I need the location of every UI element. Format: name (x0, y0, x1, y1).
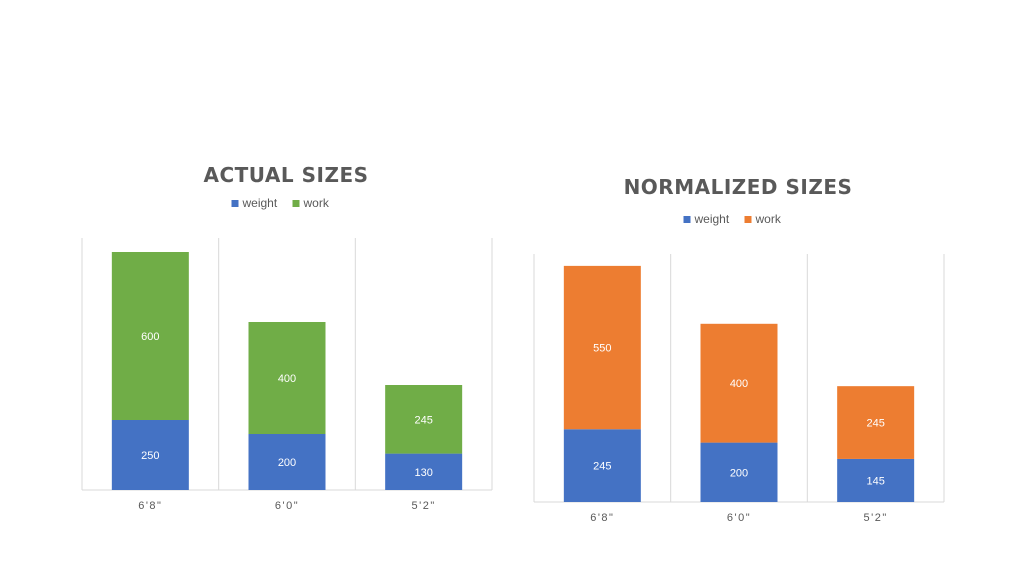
data-label: 200 (278, 457, 296, 469)
legend-swatch (683, 216, 691, 223)
chart-title: ACTUAL SIZES (203, 163, 368, 187)
data-label: 400 (278, 373, 296, 385)
x-tick-label: 6'8" (590, 512, 614, 524)
bar-weight-0 (563, 429, 641, 502)
legend-item-work: work (292, 196, 330, 210)
legend-swatch (231, 200, 239, 207)
bar-work-0 (563, 265, 641, 430)
x-tick-label: 5'2" (412, 500, 436, 512)
legend-swatch (292, 200, 300, 207)
data-label: 550 (593, 343, 611, 355)
actual-sizes-chart: ACTUAL SIZES weight work 250 600 6'8" 200 400 6'… (70, 160, 502, 520)
legend-label: work (755, 212, 782, 226)
bar-work-2 (385, 385, 463, 454)
data-label: 145 (866, 475, 884, 487)
x-tick-label: 5'2" (864, 512, 888, 524)
bar-weight-2 (837, 458, 915, 502)
x-tick-label: 6'0" (275, 500, 299, 512)
data-label: 245 (593, 461, 611, 473)
bar-weight-2 (385, 453, 463, 490)
legend-item-work: work (744, 212, 782, 226)
actual-sizes-chart-svg: ACTUAL SIZES weight work 250 600 6'8" 200 400 6'… (81, 163, 493, 512)
chart-title: NORMALIZED SIZES (624, 175, 853, 199)
bar-work-2 (837, 386, 915, 459)
data-label: 250 (141, 450, 159, 462)
legend-swatch (744, 216, 752, 223)
data-label: 600 (141, 331, 159, 343)
data-label: 130 (414, 467, 432, 479)
bar-weight-1 (248, 434, 326, 490)
legend-label: weight (694, 212, 730, 226)
x-tick-label: 6'8" (138, 500, 162, 512)
legend-label: weight (242, 196, 278, 210)
bar-weight-1 (700, 442, 778, 502)
x-tick-label: 6'0" (727, 512, 751, 524)
data-label: 200 (730, 467, 748, 479)
legend-label: work (303, 196, 330, 210)
legend-item-weight: weight (683, 212, 730, 226)
data-label: 245 (866, 418, 884, 430)
bar-weight-0 (111, 420, 189, 490)
data-label: 245 (414, 414, 432, 426)
data-label: 400 (730, 378, 748, 390)
legend-item-weight: weight (231, 196, 278, 210)
bar-work-1 (248, 322, 326, 434)
bar-work-0 (111, 252, 189, 420)
normalized-sizes-chart-svg: NORMALIZED SIZES weight work 245 550 6'8" 200 4… (533, 175, 945, 524)
bar-work-1 (700, 323, 778, 443)
normalized-sizes-chart: NORMALIZED SIZES weight work 245 550 6'8" 200 4… (522, 172, 954, 532)
